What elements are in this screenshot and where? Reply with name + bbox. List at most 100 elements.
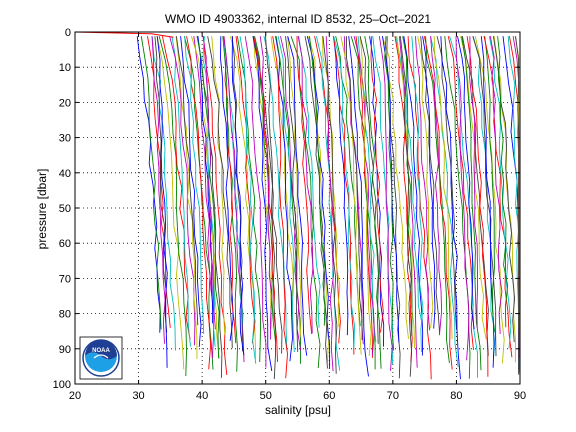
salinity-profile-line bbox=[298, 36, 321, 328]
salinity-profile-line bbox=[196, 36, 220, 359]
salinity-profile-line bbox=[381, 36, 409, 340]
salinity-profile-line bbox=[484, 36, 495, 332]
noaa-logo-gull bbox=[93, 354, 109, 359]
salinity-profile-line bbox=[370, 36, 384, 333]
salinity-profile-line bbox=[403, 36, 424, 356]
salinity-profile-line bbox=[333, 36, 349, 336]
salinity-profile-line bbox=[315, 36, 341, 371]
axis-ticks: 20 30 40 50 60 70 80 90 0 10 20 30 40 50 60 70 80 90 100 bbox=[53, 27, 526, 402]
salinity-profile-line bbox=[378, 36, 393, 371]
salinity-profile-line bbox=[398, 36, 418, 368]
salinity-profile-line bbox=[399, 36, 413, 377]
salinity-profile-line bbox=[235, 36, 256, 344]
noaa-logo-sky bbox=[85, 340, 117, 360]
x-tick-label: 20 bbox=[69, 390, 81, 402]
salinity-profile-line bbox=[497, 36, 509, 328]
salinity-profile-line bbox=[515, 36, 520, 375]
salinity-profile-line bbox=[436, 36, 458, 330]
salinity-profile-line bbox=[197, 36, 213, 324]
salinity-profile-line bbox=[265, 36, 277, 380]
salinity-profile-line bbox=[211, 36, 226, 336]
salinity-profile-line bbox=[244, 36, 267, 368]
y-tick-label: 50 bbox=[59, 203, 71, 215]
y-axis-label: pressure [dbar] bbox=[35, 169, 49, 250]
salinity-profile-line bbox=[175, 36, 198, 359]
salinity-profile-line bbox=[207, 36, 233, 349]
x-tick-label: 40 bbox=[196, 390, 208, 402]
salinity-profile-line bbox=[359, 36, 372, 356]
salinity-profile-line bbox=[461, 36, 482, 371]
salinity-profile-line bbox=[140, 36, 162, 330]
salinity-profile-line bbox=[425, 36, 450, 364]
salinity-profile-line bbox=[440, 36, 461, 380]
salinity-profile-line bbox=[430, 36, 459, 368]
salinity-profile-line bbox=[183, 36, 214, 370]
y-tick-label: 0 bbox=[65, 27, 71, 39]
y-tick-label: 20 bbox=[59, 97, 71, 109]
salinity-profile-line bbox=[156, 36, 185, 370]
salinity-profile-line bbox=[252, 36, 273, 372]
salinity-profile-line bbox=[472, 36, 497, 357]
salinity-profile-line bbox=[346, 36, 363, 341]
salinity-profile-line bbox=[455, 36, 470, 361]
y-tick-label: 10 bbox=[59, 62, 71, 74]
noaa-logo-sea bbox=[85, 352, 117, 372]
salinity-profile-line bbox=[277, 36, 295, 353]
y-tick-label: 60 bbox=[59, 238, 71, 250]
salinity-profile-line bbox=[457, 36, 475, 330]
salinity-profile-line bbox=[259, 36, 273, 340]
salinity-profile-line bbox=[223, 36, 237, 344]
salinity-profile-line bbox=[460, 36, 487, 340]
salinity-profile-line bbox=[297, 36, 314, 334]
salinity-profile-line bbox=[340, 36, 362, 355]
salinity-profile-line bbox=[154, 36, 168, 333]
salinity-profile-line bbox=[489, 36, 503, 335]
salinity-profile-line bbox=[474, 36, 505, 364]
x-tick-label: 90 bbox=[514, 390, 526, 402]
salinity-profile-line bbox=[184, 36, 205, 335]
salinity-profile-line bbox=[322, 36, 338, 374]
salinity-profile-line bbox=[415, 36, 431, 331]
salinity-profile-line bbox=[333, 36, 355, 348]
salinity-profile-line bbox=[364, 36, 382, 369]
salinity-profile-line bbox=[402, 36, 413, 336]
salinity-profile-line bbox=[430, 36, 443, 333]
salinity-profile-line bbox=[359, 36, 380, 344]
salinity-profile-line bbox=[180, 36, 202, 348]
salinity-profile-line bbox=[422, 36, 436, 329]
salinity-profile-line bbox=[469, 36, 479, 328]
salinity-profile-line bbox=[417, 36, 434, 329]
y-tick-label: 100 bbox=[53, 379, 71, 391]
noaa-logo: NOAA bbox=[79, 336, 123, 380]
x-axis-label: salinity [psu] bbox=[265, 403, 331, 417]
salinity-profile-line bbox=[272, 36, 288, 379]
salinity-profile-line bbox=[285, 36, 299, 352]
y-tick-label: 70 bbox=[59, 273, 71, 285]
salinity-profile-line bbox=[186, 36, 212, 370]
salinity-profile-line bbox=[158, 36, 187, 377]
salinity-profile-line bbox=[263, 36, 288, 352]
y-tick-label: 40 bbox=[59, 168, 71, 180]
salinity-profile-line bbox=[151, 36, 166, 344]
salinity-profile-line bbox=[287, 36, 302, 337]
salinity-profile-line bbox=[488, 36, 512, 349]
salinity-profile-line bbox=[306, 36, 331, 369]
x-tick-label: 60 bbox=[323, 390, 335, 402]
surface-offset-profile bbox=[74, 31, 174, 38]
y-tick-label: 80 bbox=[59, 309, 71, 321]
salinity-profile-line bbox=[466, 36, 489, 377]
x-tick-label: 80 bbox=[450, 390, 462, 402]
salinity-profile-line bbox=[348, 36, 369, 377]
salinity-profile-line bbox=[411, 36, 424, 353]
salinity-profile-line bbox=[239, 36, 257, 364]
salinity-profile-line bbox=[287, 36, 308, 356]
x-tick-label: 50 bbox=[260, 390, 272, 402]
x-tick-label: 30 bbox=[132, 390, 144, 402]
salinity-profile-line bbox=[275, 36, 293, 362]
salinity-profile-line bbox=[171, 36, 191, 347]
salinity-profile-line bbox=[394, 36, 413, 362]
salinity-profile-line bbox=[433, 36, 453, 340]
salinity-profile-line bbox=[296, 36, 313, 335]
noaa-logo-text: NOAA bbox=[92, 348, 110, 354]
